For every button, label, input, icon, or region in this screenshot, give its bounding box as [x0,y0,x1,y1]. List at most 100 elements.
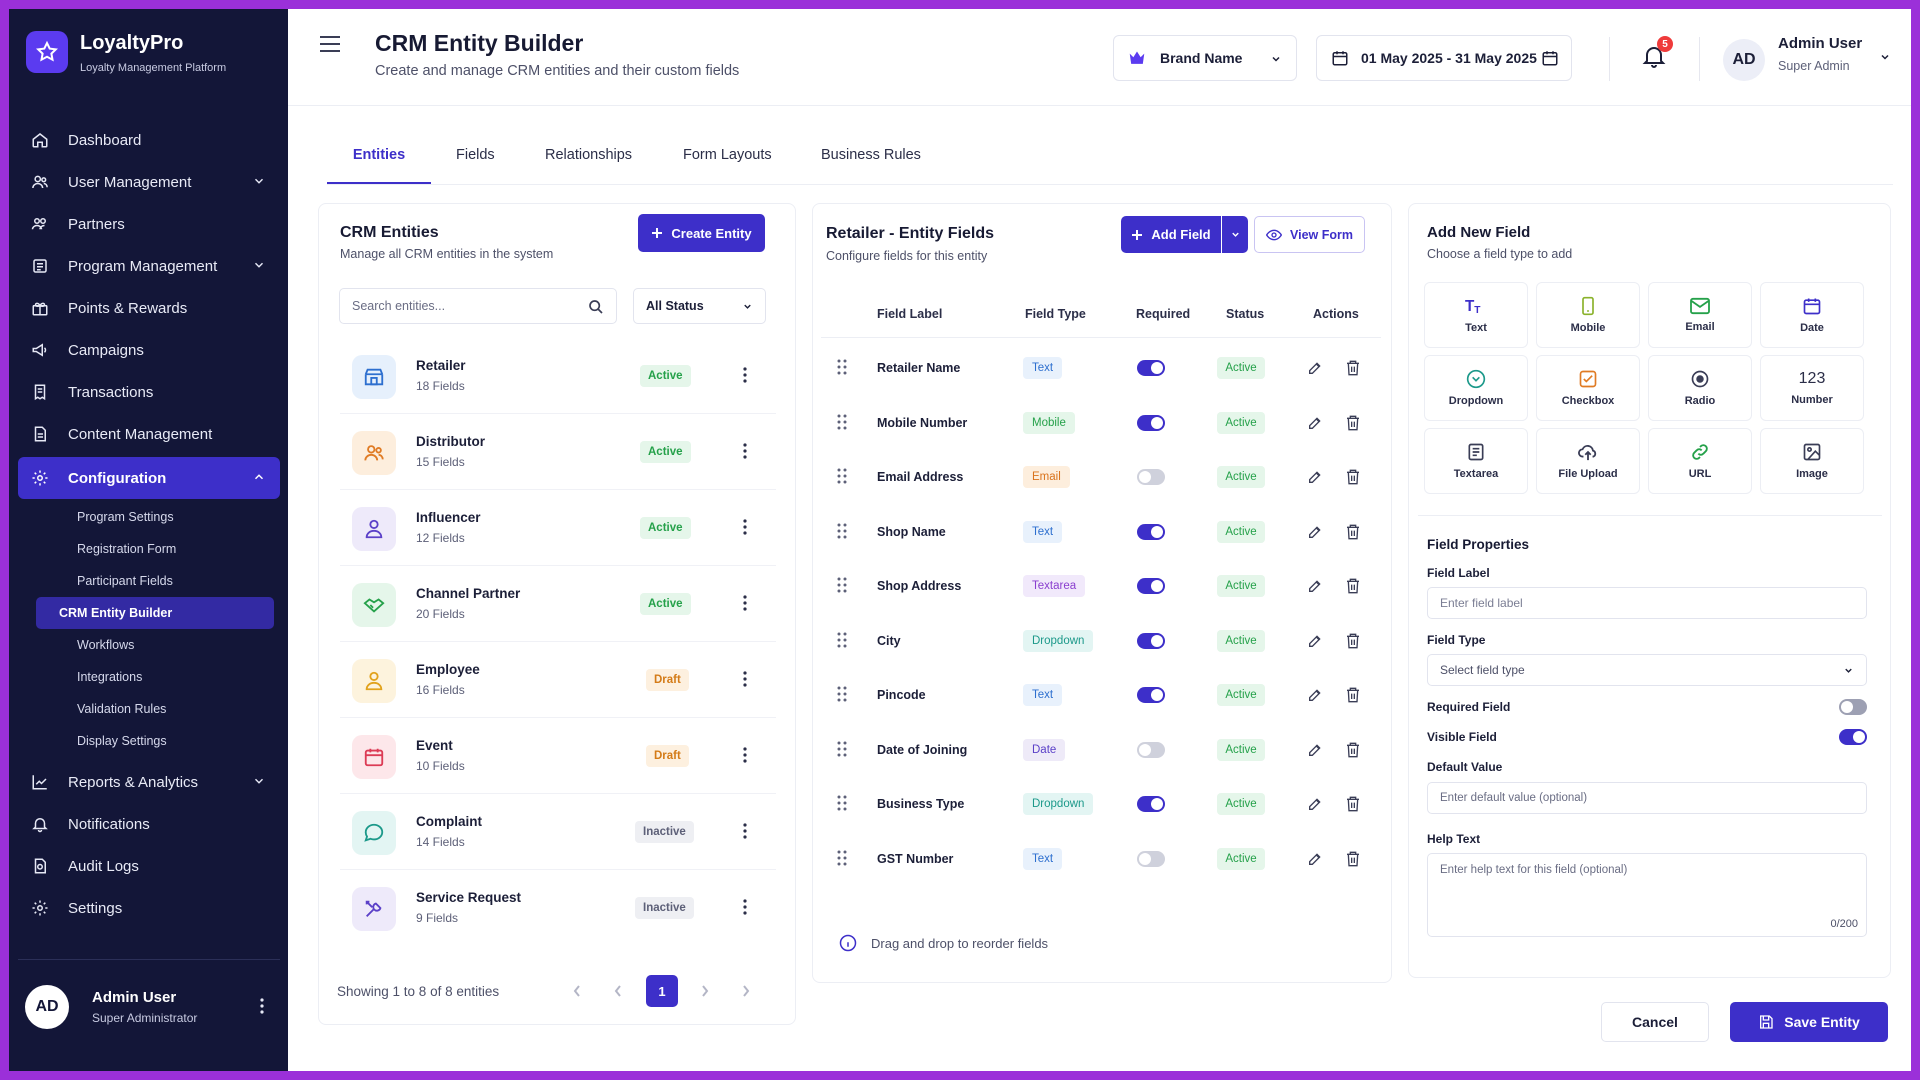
tab-relationships[interactable]: Relationships [545,147,633,163]
next-page-icon[interactable] [688,975,720,1007]
list-item[interactable]: Complaint 14 Fields Inactive [340,794,776,870]
kebab-menu-icon[interactable] [742,366,748,384]
trash-icon[interactable] [1345,359,1361,377]
status-filter-select[interactable]: All Status [633,288,766,324]
hamburger-menu-icon[interactable] [319,35,341,53]
list-item[interactable]: Service Request 9 Fields Inactive [340,870,776,946]
drag-handle-icon[interactable] [837,523,847,539]
avatar[interactable]: AD [1723,39,1765,81]
add-field-dropdown-button[interactable] [1222,216,1248,253]
save-entity-button[interactable]: Save Entity [1730,1002,1888,1042]
field-type-mobile[interactable]: Mobile [1536,282,1640,348]
table-row[interactable]: Pincode Text Active [821,668,1381,722]
sidebar-subitem-display-settings[interactable]: Display Settings [77,734,167,748]
sidebar-item-configuration[interactable]: Configuration [18,457,280,499]
required-toggle[interactable] [1137,469,1165,485]
required-toggle[interactable] [1137,360,1165,376]
table-row[interactable]: City Dropdown Active [821,614,1381,668]
edit-pencil-icon[interactable] [1307,633,1323,649]
drag-handle-icon[interactable] [837,795,847,811]
sidebar-item-points-rewards[interactable]: Points & Rewards [18,287,280,329]
sidebar-subitem-crm-entity-builder[interactable]: CRM Entity Builder [36,597,274,629]
kebab-menu-icon[interactable] [742,518,748,536]
page-number-button[interactable]: 1 [646,975,678,1007]
list-item[interactable]: Employee 16 Fields Draft [340,642,776,718]
sidebar-item-partners[interactable]: Partners [18,203,280,245]
first-page-icon[interactable] [562,975,594,1007]
kebab-menu-icon[interactable] [259,997,265,1015]
trash-icon[interactable] [1345,468,1361,486]
edit-pencil-icon[interactable] [1307,851,1323,867]
edit-pencil-icon[interactable] [1307,687,1323,703]
edit-pencil-icon[interactable] [1307,524,1323,540]
required-toggle[interactable] [1137,414,1165,431]
drag-handle-icon[interactable] [837,741,847,757]
list-item[interactable]: Distributor 15 Fields Active [340,414,776,490]
field-type-email[interactable]: Email [1648,282,1752,348]
field-type-dropdown[interactable]: Dropdown [1424,355,1528,421]
sidebar-item-transactions[interactable]: Transactions [18,371,280,413]
edit-pencil-icon[interactable] [1307,796,1323,812]
trash-icon[interactable] [1345,414,1361,432]
sidebar-subitem-registration-form[interactable]: Registration Form [77,542,177,556]
sidebar-item-dashboard[interactable]: Dashboard [18,119,280,161]
sidebar-item-notifications[interactable]: Notifications [18,803,280,845]
drag-handle-icon[interactable] [837,359,847,375]
brand-select[interactable]: Brand Name [1113,35,1297,81]
kebab-menu-icon[interactable] [742,746,748,764]
sidebar-item-program-management[interactable]: Program Management [18,245,280,287]
list-item[interactable]: Retailer 18 Fields Active [340,338,776,414]
notification-bell-icon[interactable] [1642,43,1666,69]
search-entities-input[interactable]: Search entities... [339,288,617,324]
required-toggle[interactable] [1137,578,1165,594]
edit-pencil-icon[interactable] [1307,360,1323,376]
cancel-button[interactable]: Cancel [1601,1002,1709,1042]
field-type-file-upload[interactable]: File Upload [1536,428,1640,494]
sidebar-item-audit-logs[interactable]: Audit Logs [18,845,280,887]
visible-field-toggle[interactable] [1839,729,1867,745]
list-item[interactable]: Influencer 12 Fields Active [340,490,776,566]
trash-icon[interactable] [1345,741,1361,759]
drag-handle-icon[interactable] [837,577,847,593]
required-toggle[interactable] [1137,523,1165,540]
kebab-menu-icon[interactable] [742,442,748,460]
view-form-button[interactable]: View Form [1254,216,1365,253]
chevron-down-icon[interactable] [1879,51,1891,63]
drag-handle-icon[interactable] [837,686,847,702]
date-range-picker[interactable]: 01 May 2025 - 31 May 2025 [1316,35,1572,81]
table-row[interactable]: Shop Name Text Active [821,505,1381,559]
sidebar-item-user-management[interactable]: User Management [18,161,280,203]
tab-fields[interactable]: Fields [456,147,495,163]
drag-handle-icon[interactable] [837,414,847,430]
trash-icon[interactable] [1345,577,1361,595]
table-row[interactable]: Retailer Name Text Active [821,341,1381,395]
sidebar-item-content-management[interactable]: Content Management [18,413,280,455]
field-type-select[interactable]: Select field type [1427,654,1867,686]
trash-icon[interactable] [1345,632,1361,650]
sidebar-item-settings[interactable]: Settings [18,887,280,929]
list-item[interactable]: Event 10 Fields Draft [340,718,776,794]
tab-entities[interactable]: Entities [327,135,431,185]
trash-icon[interactable] [1345,686,1361,704]
help-text-textarea[interactable]: Enter help text for this field (optional… [1427,853,1867,937]
required-toggle[interactable] [1137,796,1165,812]
field-type-radio[interactable]: Radio [1648,355,1752,421]
field-type-checkbox[interactable]: Checkbox [1536,355,1640,421]
kebab-menu-icon[interactable] [742,898,748,916]
required-toggle[interactable] [1137,687,1165,703]
kebab-menu-icon[interactable] [742,670,748,688]
tab-form-layouts[interactable]: Form Layouts [683,147,772,163]
drag-handle-icon[interactable] [837,850,847,866]
trash-icon[interactable] [1345,523,1361,541]
edit-pencil-icon[interactable] [1307,578,1323,594]
required-toggle[interactable] [1137,632,1165,649]
required-field-toggle[interactable] [1839,699,1867,715]
table-row[interactable]: Business Type Dropdown Active [821,777,1381,831]
required-toggle[interactable] [1137,850,1165,867]
sidebar-item-campaigns[interactable]: Campaigns [18,329,280,371]
edit-pencil-icon[interactable] [1307,742,1323,758]
list-item[interactable]: Channel Partner 20 Fields Active [340,566,776,642]
add-field-button[interactable]: Add Field [1121,216,1221,253]
edit-pencil-icon[interactable] [1307,415,1323,431]
